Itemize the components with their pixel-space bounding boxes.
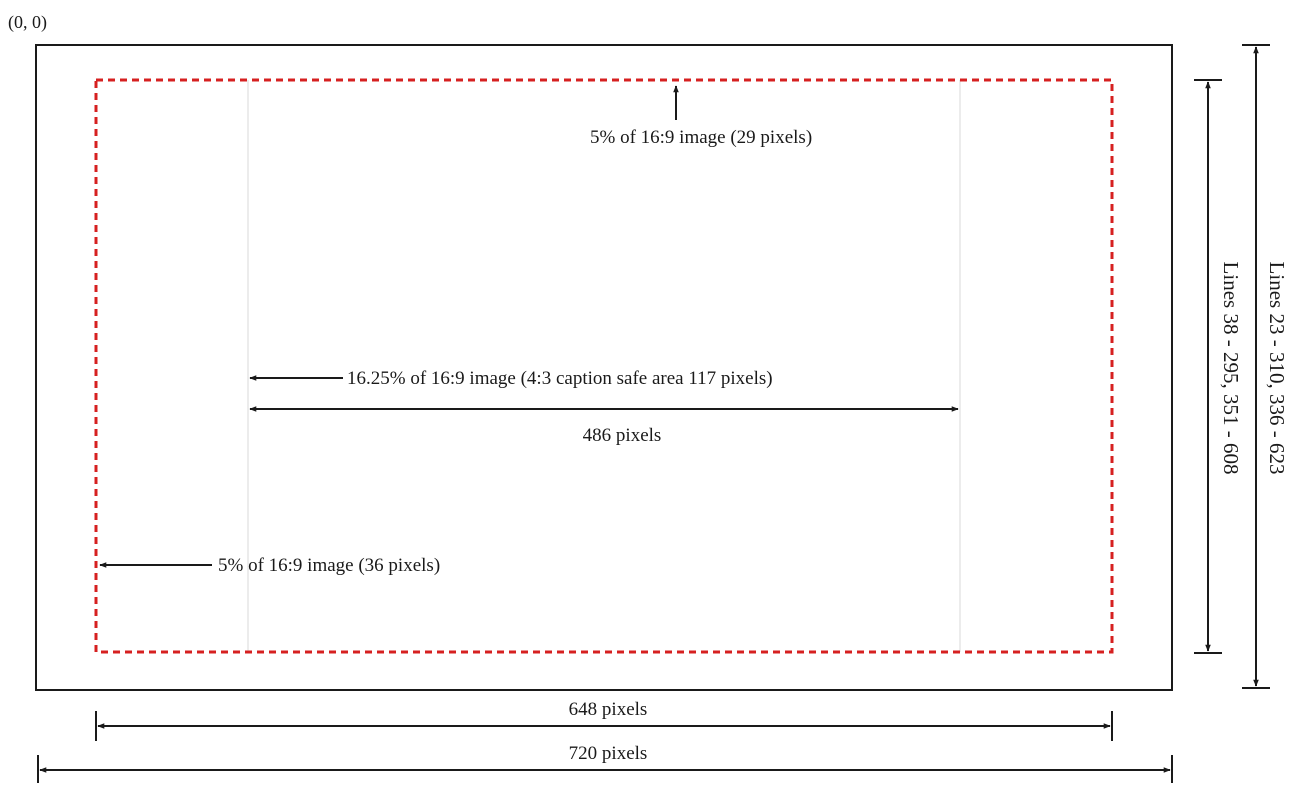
full-width-label: 720 pixels <box>569 743 648 764</box>
safe-area-rect <box>94 78 1114 654</box>
caption-safe-label: 16.25% of 16:9 image (4:3 caption safe a… <box>347 368 773 389</box>
center-width-label: 486 pixels <box>583 425 662 446</box>
top-margin-label: 5% of 16:9 image (29 pixels) <box>590 127 812 148</box>
origin-label: (0, 0) <box>8 12 47 33</box>
full-frame <box>35 44 1173 691</box>
left-margin-label: 5% of 16:9 image (36 pixels) <box>218 555 440 576</box>
safe-lines-label: Lines 38 - 295, 351 - 608 <box>1219 262 1243 475</box>
full-lines-label: Lines 23 - 310, 336 - 623 <box>1265 262 1289 475</box>
safe-width-label: 648 pixels <box>569 699 648 720</box>
